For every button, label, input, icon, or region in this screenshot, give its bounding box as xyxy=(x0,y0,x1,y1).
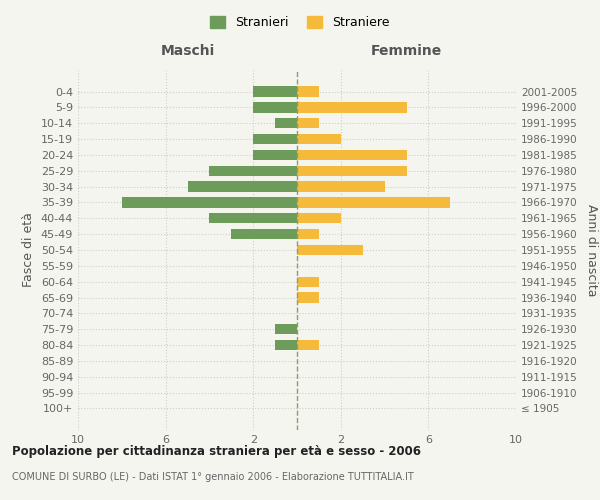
Bar xyxy=(297,150,407,160)
Bar xyxy=(275,324,297,334)
Bar xyxy=(253,86,297,97)
Bar xyxy=(297,229,319,239)
Bar xyxy=(209,166,297,176)
Bar xyxy=(297,276,319,287)
Bar xyxy=(297,198,451,207)
Bar xyxy=(297,134,341,144)
Bar xyxy=(253,134,297,144)
Bar xyxy=(297,86,319,97)
Bar xyxy=(188,182,297,192)
Bar xyxy=(297,340,319,350)
Y-axis label: Fasce di età: Fasce di età xyxy=(22,212,35,288)
Bar xyxy=(275,118,297,128)
Bar xyxy=(297,245,363,255)
Bar xyxy=(275,340,297,350)
Bar xyxy=(232,229,297,239)
Bar xyxy=(297,118,319,128)
Text: COMUNE DI SURBO (LE) - Dati ISTAT 1° gennaio 2006 - Elaborazione TUTTITALIA.IT: COMUNE DI SURBO (LE) - Dati ISTAT 1° gen… xyxy=(12,472,414,482)
Text: Popolazione per cittadinanza straniera per età e sesso - 2006: Popolazione per cittadinanza straniera p… xyxy=(12,445,421,458)
Text: Maschi: Maschi xyxy=(160,44,215,58)
Text: Femmine: Femmine xyxy=(371,44,442,58)
Bar xyxy=(297,102,407,113)
Bar xyxy=(253,150,297,160)
Bar xyxy=(297,292,319,302)
Y-axis label: Anni di nascita: Anni di nascita xyxy=(584,204,598,296)
Bar xyxy=(297,182,385,192)
Bar xyxy=(209,213,297,224)
Bar xyxy=(253,102,297,113)
Bar xyxy=(122,198,297,207)
Legend: Stranieri, Straniere: Stranieri, Straniere xyxy=(205,11,395,34)
Bar xyxy=(297,213,341,224)
Bar xyxy=(297,166,407,176)
